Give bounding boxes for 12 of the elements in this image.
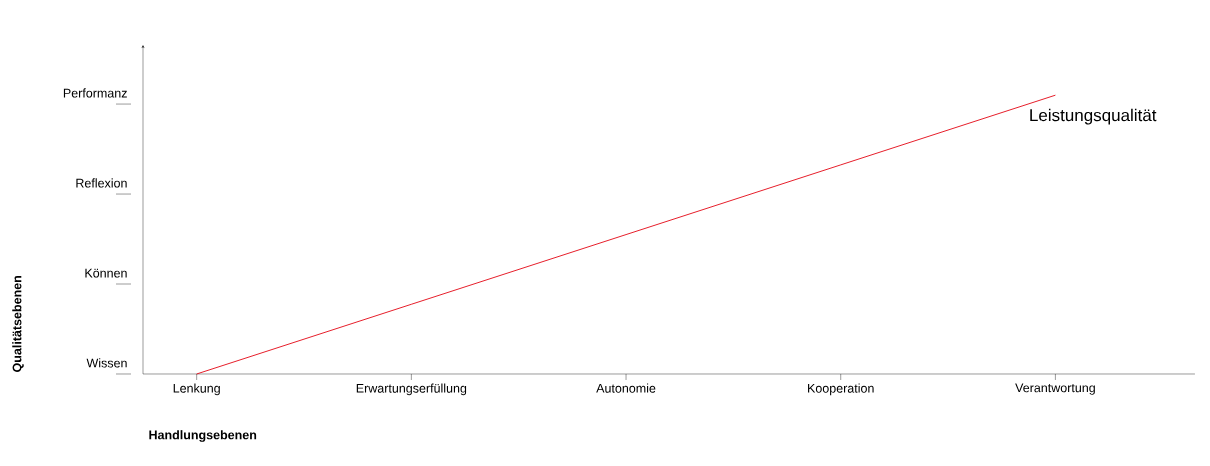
x-tick-label: Kooperation xyxy=(808,383,874,396)
x-tick-label: Erwartungserfüllung xyxy=(356,383,467,396)
text: Können xyxy=(85,268,127,278)
text: Wissen xyxy=(86,358,127,368)
text: Qualitätsebenen xyxy=(12,276,24,372)
x-tick-label: Autonomie xyxy=(596,383,656,393)
x-axis-title: Handlungsebenen xyxy=(149,430,257,442)
x-tick-label: Verantwortung xyxy=(1015,383,1095,395)
text: Performanz xyxy=(63,88,127,98)
x-tick-label: Lenkung xyxy=(173,383,220,396)
text: Reflexion xyxy=(76,178,127,188)
series-label: Leistungsqualität xyxy=(1030,108,1157,125)
